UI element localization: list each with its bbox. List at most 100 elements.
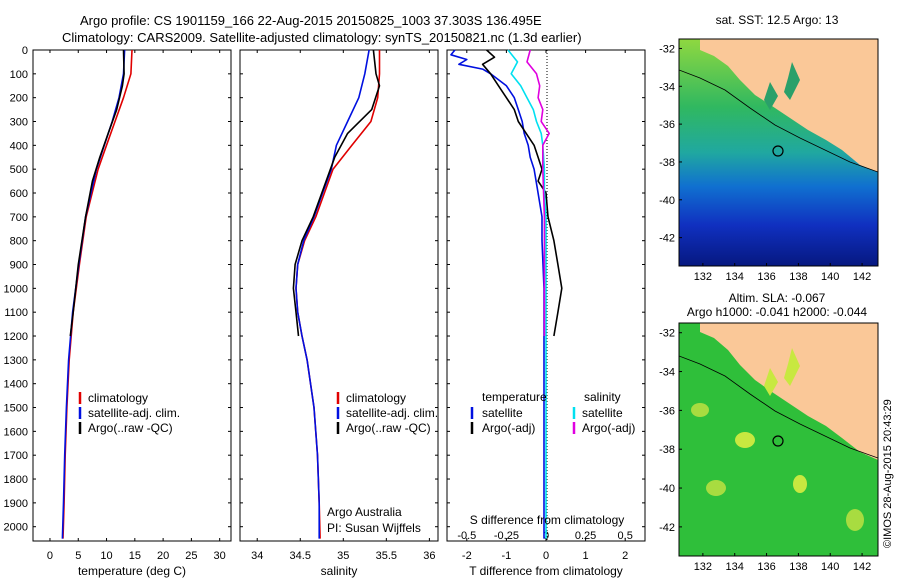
x-tick-label: 2 <box>622 550 628 562</box>
legend-label-argo: Argo(..raw -QC) <box>88 421 173 435</box>
map-x-tick-label: 142 <box>853 271 871 283</box>
x-tick-label: 15 <box>129 550 141 562</box>
salinity-panel <box>239 49 439 542</box>
gulf <box>764 348 800 396</box>
map-y-tick-label: -36 <box>659 405 675 417</box>
map-x-tick-label: 138 <box>789 561 807 573</box>
depth-tick-label: 1700 <box>4 450 28 462</box>
header-line-1: Argo profile: CS 1901159_166 22-Aug-2015… <box>80 13 542 28</box>
x-tick-label: 36 <box>423 550 435 562</box>
x-top-tick-label: -0.5 <box>457 530 476 542</box>
legend-label-satellite: satellite-adj. clim. <box>88 406 180 420</box>
series-line <box>507 49 547 539</box>
map-y-tick-label: -42 <box>659 522 675 534</box>
header-line-2: Climatology: CARS2009. Satellite-adjuste… <box>62 30 582 45</box>
map-y-tick-label: -36 <box>659 119 675 131</box>
bottom-map-title-1: Altim. SLA: -0.067 <box>729 291 826 305</box>
map-x-tick-label: 140 <box>821 271 839 283</box>
shelf-contour <box>679 355 878 459</box>
bottom-map <box>678 322 879 557</box>
map-y-tick-label: -38 <box>659 444 675 456</box>
profile-series <box>61 49 563 539</box>
x-tick-label: 34 <box>251 550 263 562</box>
sla-anomaly <box>793 475 807 493</box>
sla-anomaly <box>846 509 864 531</box>
map-x-tick-label: 138 <box>789 271 807 283</box>
map-x-tick-label: 132 <box>694 271 712 283</box>
map-x-tick-label: 136 <box>757 561 775 573</box>
depth-tick-label: 1500 <box>4 403 28 415</box>
legend-label-t-satellite: satellite <box>482 406 523 420</box>
sla-anomaly <box>735 432 755 448</box>
depth-tick-label: 1100 <box>4 307 28 319</box>
x-tick-label: 0 <box>47 550 53 562</box>
map-x-tick-label: 140 <box>821 561 839 573</box>
credit-line-2: PI: Susan Wijffels <box>327 521 421 535</box>
sla-anomaly <box>691 403 709 417</box>
panel-x-axes: 0 5 10 15 20 25 30 34 34.5 35 35.5 36 -2 -1 0 1 2 -0.5 -0.… <box>47 50 633 562</box>
map-x-tick-label: 132 <box>694 561 712 573</box>
map-y-tick-label: -32 <box>659 328 675 340</box>
map-x-tick-label: 136 <box>757 271 775 283</box>
depth-tick-label: 900 <box>10 260 28 272</box>
x-tick-label: 34.5 <box>290 550 311 562</box>
s-difference-axis-label: S difference from climatology <box>470 513 625 527</box>
map-x-tick-label: 134 <box>726 271 744 283</box>
series-line <box>450 49 545 539</box>
depth-tick-label: 1600 <box>4 426 28 438</box>
land <box>700 323 878 460</box>
x-tick-label: 1 <box>583 550 589 562</box>
map-y-tick-label: -38 <box>659 157 675 169</box>
depth-tick-label: 100 <box>10 69 28 81</box>
map-x-tick-label: 134 <box>726 561 744 573</box>
temperature-panel <box>32 49 232 542</box>
map-y-tick-label: -34 <box>659 81 675 93</box>
map-y-tick-label: -40 <box>659 483 675 495</box>
x-tick-label: 35 <box>337 550 349 562</box>
legend-label-argo: Argo(..raw -QC) <box>346 421 431 435</box>
x-tick-label: -1 <box>502 550 512 562</box>
depth-tick-label: 0 <box>22 45 28 57</box>
gulf <box>764 62 800 110</box>
depth-tick-label: 600 <box>10 188 28 200</box>
depth-tick-label: 800 <box>10 236 28 248</box>
legend-label-satellite: satellite-adj. clim. <box>346 406 438 420</box>
imos-timestamp: ©IMOS 28-Aug-2015 20:43:29 <box>882 399 894 548</box>
map-y-tick-label: -32 <box>659 43 675 55</box>
depth-tick-label: 1300 <box>4 355 28 367</box>
depth-tick-label: 400 <box>10 140 28 152</box>
map-x-tick-label: 142 <box>853 561 871 573</box>
sla-anomaly <box>706 480 726 496</box>
depth-tick-label: 300 <box>10 117 28 129</box>
series-line <box>61 49 126 539</box>
depth-tick-label: 1400 <box>4 379 28 391</box>
x-tick-label: 0 <box>543 550 549 562</box>
series-line <box>292 49 381 337</box>
legend-label-s-satellite: satellite <box>582 406 623 420</box>
legend-label-t-argo: Argo(-adj) <box>482 421 535 435</box>
legend-label-s-argo: Argo(-adj) <box>582 421 635 435</box>
map-axes: 132 134 136 138 140 142 -32 -34 -36 -38 -40 -42 132 1… <box>659 43 871 573</box>
depth-tick-label: 1800 <box>4 474 28 486</box>
depth-tick-label: 2000 <box>4 522 28 534</box>
series-line <box>526 49 551 336</box>
legend-label-climatology: climatology <box>88 391 148 405</box>
series-line <box>295 50 381 539</box>
map-y-tick-label: -40 <box>659 195 675 207</box>
salinity-axis-label: salinity <box>321 564 358 578</box>
depth-tick-label: 500 <box>10 164 28 176</box>
shelf-contour <box>679 69 878 173</box>
land <box>700 39 878 172</box>
argo-float-marker <box>772 145 784 157</box>
t-difference-axis-label: T difference from climatology <box>469 564 623 578</box>
x-top-tick-label: 0.5 <box>618 530 633 542</box>
x-tick-label: 25 <box>185 550 197 562</box>
argo-float-marker <box>772 435 784 447</box>
difference-legend: temperature satellite Argo(-adj) salinit… <box>470 390 635 435</box>
temperature-legend: climatology satellite-adj. clim. Argo(..… <box>78 391 180 435</box>
map-y-tick-label: -34 <box>659 367 675 379</box>
x-tick-label: 5 <box>75 550 81 562</box>
legend-label-climatology: climatology <box>346 391 406 405</box>
x-tick-label: 30 <box>214 550 226 562</box>
